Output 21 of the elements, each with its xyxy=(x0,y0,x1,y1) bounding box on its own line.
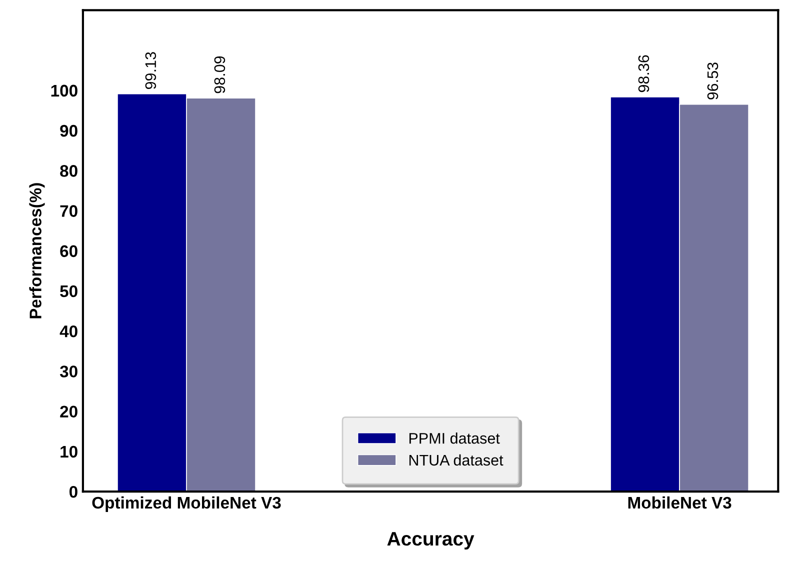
legend-label: NTUA dataset xyxy=(409,454,504,466)
y-tick-label: 0 xyxy=(69,486,78,498)
legend-label: PPMI dataset xyxy=(409,432,500,444)
data-label: 98.36 xyxy=(638,55,650,92)
x-tick-label: Optimized MobileNet V3 xyxy=(92,496,281,512)
y-tick-label: 40 xyxy=(60,325,78,338)
data-label: 98.09 xyxy=(214,56,226,94)
x-axis-title: Accuracy xyxy=(387,532,474,550)
y-tick-label: 90 xyxy=(60,124,78,137)
y-axis-title: Performances(%) xyxy=(29,183,45,318)
data-label: 99.13 xyxy=(145,52,156,90)
y-tick-label: 80 xyxy=(60,165,78,177)
y-tick-label: 20 xyxy=(60,406,78,418)
x-tick-label: MobileNet V3 xyxy=(628,496,732,509)
y-tick-label: 100 xyxy=(51,84,78,97)
y-tick-label: 30 xyxy=(60,366,78,378)
y-tick-label: 50 xyxy=(60,285,78,298)
y-tick-label: 70 xyxy=(60,205,78,217)
y-tick-label: 10 xyxy=(60,446,78,458)
data-label: 96.53 xyxy=(707,62,718,100)
y-tick-label: 60 xyxy=(60,245,78,258)
